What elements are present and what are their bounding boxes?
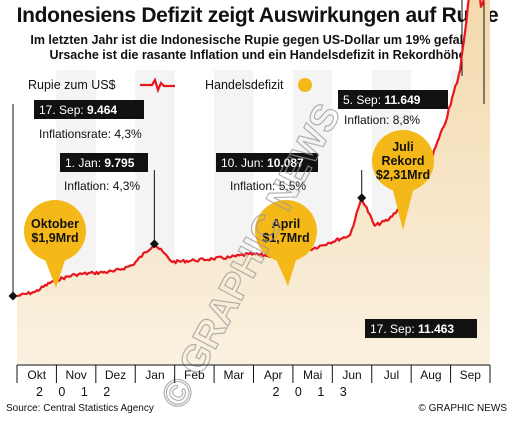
legend-line-swatch	[140, 77, 175, 94]
chart-subtitle-line-1: Im letzten Jahr ist die Indonesische Rup…	[30, 33, 485, 47]
x-tick-label-month: Dez	[105, 368, 126, 382]
callout-box	[338, 90, 448, 109]
bubble-label: Rekord	[381, 154, 424, 168]
x-tick-label-month: Apr	[264, 368, 283, 382]
rupiah-area	[17, 0, 490, 365]
deficit-bubble	[372, 130, 434, 192]
deficit-bubble	[255, 200, 317, 262]
source-note: Source: Central Statistics Agency	[6, 403, 154, 414]
legend-dot-swatch	[298, 78, 312, 92]
callout-date: 1. Jan: 9.795	[65, 156, 135, 170]
bubble-pointer	[392, 187, 414, 230]
bubble-pointer	[275, 257, 297, 286]
bubble-label: $1,7Mrd	[262, 231, 309, 245]
x-tick-label-month: Sep	[460, 368, 482, 382]
callout-date: 17. Sep: 9.464	[39, 103, 117, 117]
credit-note: © GRAPHIC NEWS	[418, 403, 508, 414]
x-tick-label-month: Aug	[420, 368, 441, 382]
callout-note: Inflation: 5,5%	[230, 179, 306, 193]
x-tick-label-month: Mar	[223, 368, 244, 382]
bubble-label: Oktober	[31, 217, 79, 231]
x-tick-label-month: Mai	[303, 368, 322, 382]
bubble-label: $2,31Mrd	[376, 168, 430, 182]
callout-marker	[149, 239, 159, 249]
callout-box	[365, 319, 477, 338]
callout-box	[60, 153, 148, 172]
callout-date: 17. Sep: 11.463	[370, 322, 454, 336]
x-tick-label-month: Jul	[384, 368, 399, 382]
x-tick-label-month: Jun	[342, 368, 361, 382]
legend-label-deficit: Handelsdefizit	[205, 78, 284, 92]
bubble-label: Juli	[392, 140, 414, 154]
x-year-label: 2 0 1 2	[36, 385, 116, 399]
callout-box	[34, 100, 144, 119]
chart-title: Indonesiens Defizit zeigt Auswirkungen a…	[16, 4, 499, 27]
callout-note: Inflation: 8,8%	[344, 113, 420, 127]
callout-note: Inflationsrate: 4,3%	[39, 127, 142, 141]
deficit-bubble	[24, 200, 86, 262]
bubble-pointer	[44, 257, 66, 288]
callout-box	[216, 153, 318, 172]
x-tick-label-month: Jan	[145, 368, 164, 382]
callout-marker	[357, 193, 367, 203]
bubble-label: $1,9Mrd	[31, 231, 78, 245]
bubble-label: April	[272, 217, 300, 231]
callout-date: 5. Sep: 11.649	[343, 93, 421, 107]
x-tick-label-month: Nov	[65, 368, 86, 382]
callout-marker	[8, 291, 18, 301]
x-tick-label-month: Okt	[27, 368, 46, 382]
x-tick-label-month: Feb	[184, 368, 205, 382]
callout-note: Inflation: 4,3%	[64, 179, 140, 193]
chart-subtitle-line-2: Ursache ist die rasante Inflation und ei…	[49, 48, 466, 62]
callout-date: 10. Jun: 10.087	[221, 156, 304, 170]
legend-label-rupie: Rupie zum US$	[28, 78, 116, 92]
x-year-label: 2 0 1 3	[273, 385, 353, 399]
